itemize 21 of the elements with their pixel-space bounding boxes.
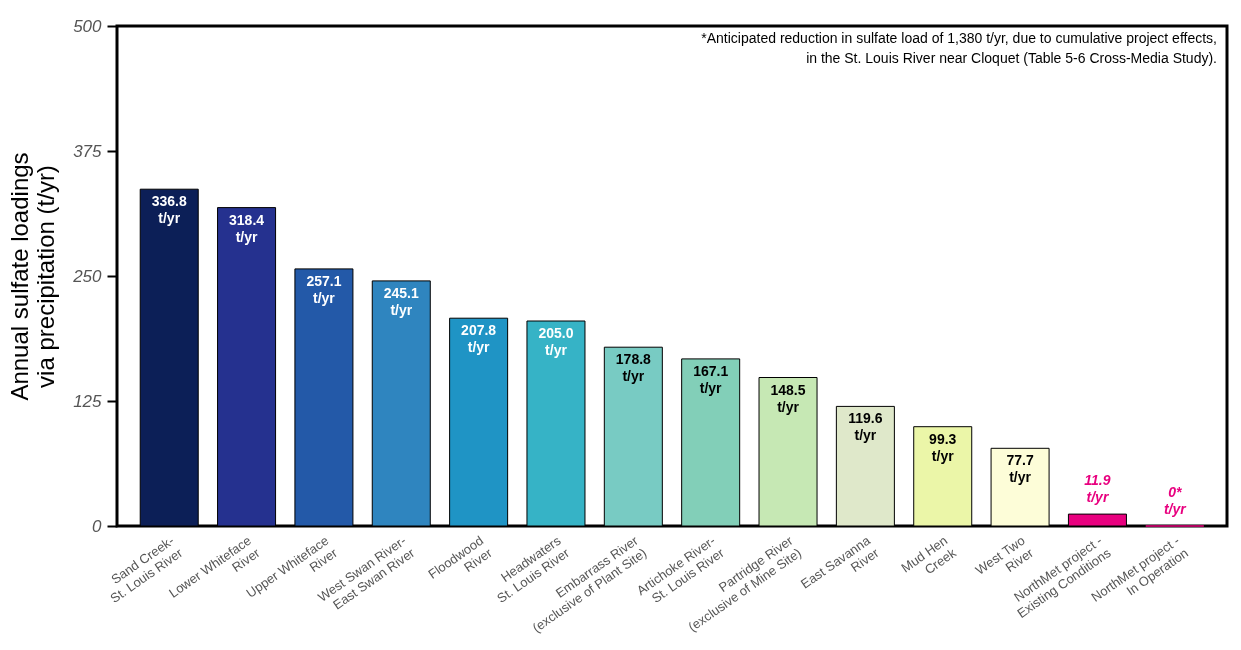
data-label: 77.7 t/yr [1006,452,1034,486]
data-label: 0* t/yr [1163,484,1188,517]
data-label: 11.9 t/yr [1084,472,1111,506]
data-label: 119.6 t/yr [848,410,883,444]
annotation: *Anticipated reduction in sulfate load of 1,380 t/yr, due to cumulative project effects, in the St. Louis River near Cloquet (Table 5-6 Cross-Media Study). [701,30,1217,66]
data-label: 207.8 t/yr [461,322,497,356]
data-label: 167.1 t/yr [693,362,729,396]
y-tick-label: 250 [72,266,103,286]
data-label: 148.5 t/yr [770,381,806,415]
y-tick-label: 125 [73,391,103,411]
data-label: 178.8 t/yr [615,351,652,385]
data-label: 205.0 t/yr [538,325,574,358]
data-label: 99.3 t/yr [929,430,957,464]
data-label: 318.4 t/yr [229,211,265,245]
data-label: 257.1 t/yr [306,272,342,306]
y-axis-title: Annual sulfate loadings via precipitation (t/yr) [6,152,60,401]
data-label: 245.1 t/yr [383,284,419,318]
data-label: 336.8 t/yr [151,193,187,227]
y-tick-label: 500 [73,16,103,36]
y-tick-label: 0 [92,516,103,536]
y-tick-label: 375 [73,141,103,161]
